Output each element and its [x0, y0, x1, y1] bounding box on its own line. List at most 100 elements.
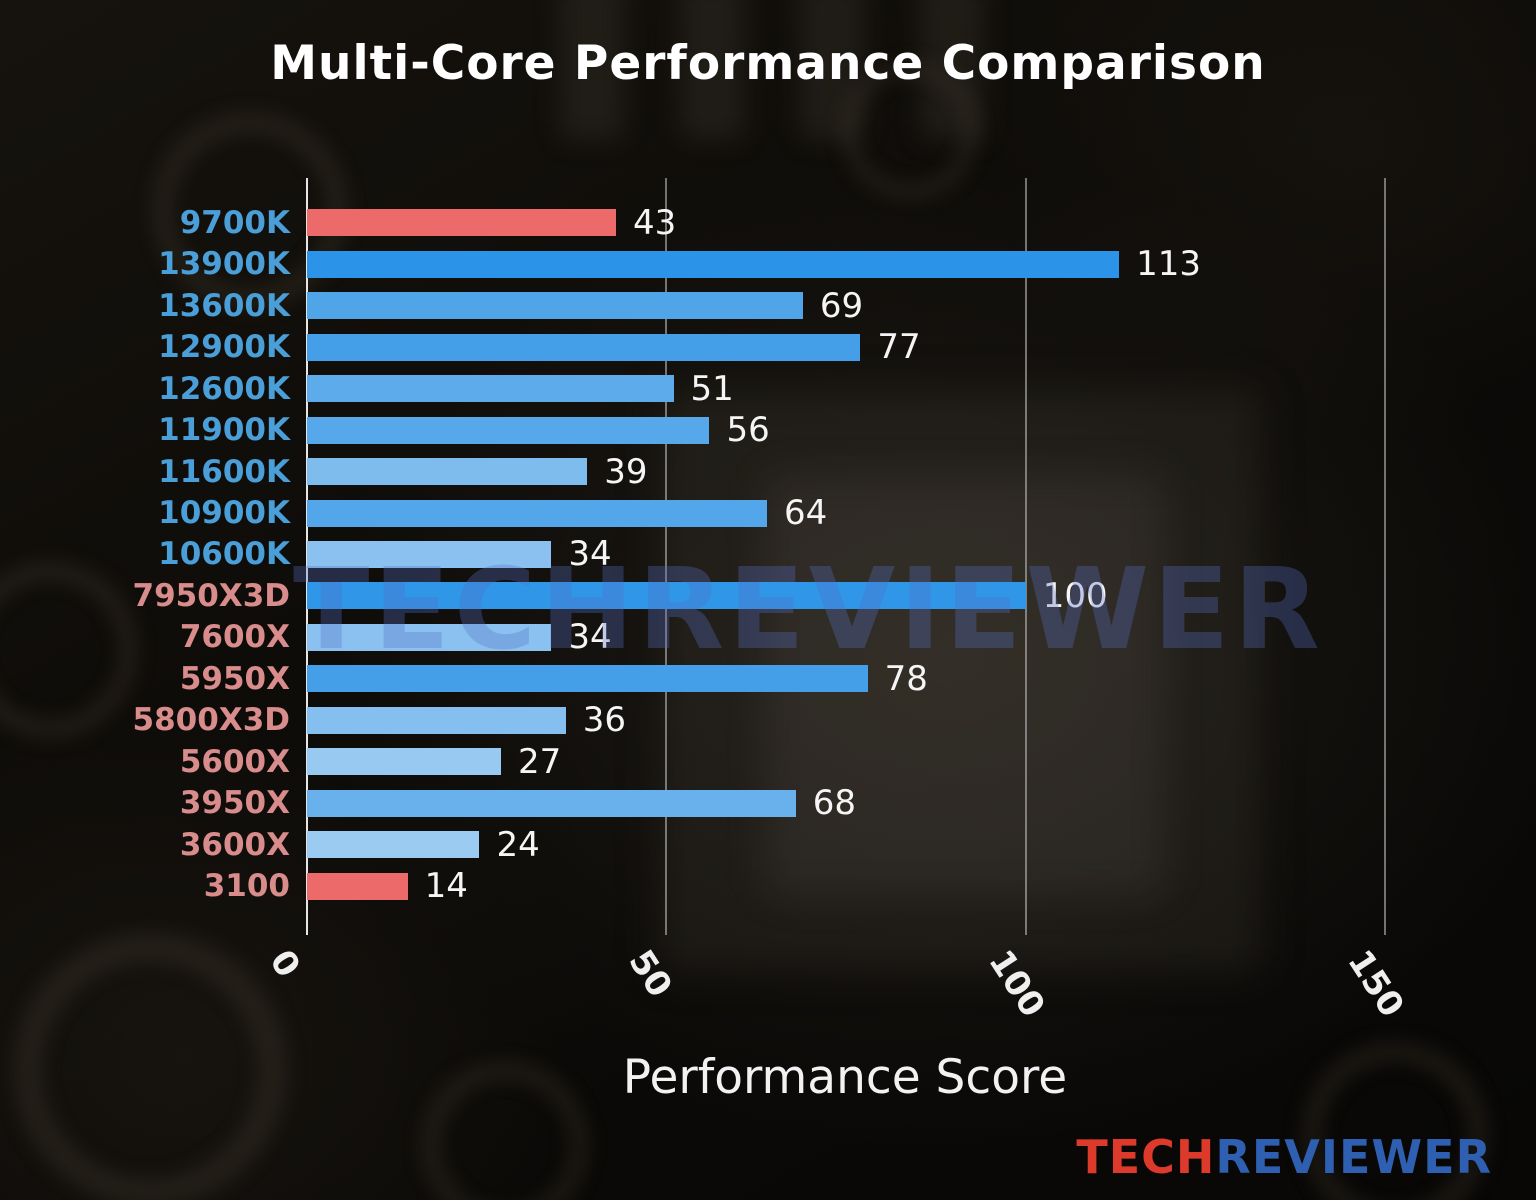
category-label: 9700K	[179, 204, 290, 241]
bar-row: 5800X3D 36	[0, 700, 1490, 741]
value-label: 78	[884, 658, 928, 699]
bar-track: 43	[307, 202, 1490, 243]
bar-track: 51	[307, 368, 1490, 409]
value-label: 43	[633, 202, 677, 243]
category-label: 12900K	[158, 329, 290, 366]
value-label: 34	[568, 534, 612, 575]
chart-title: Multi-Core Performance Comparison	[270, 36, 1266, 91]
bar	[307, 789, 796, 817]
bar-track: 36	[307, 700, 1490, 741]
bar	[307, 706, 566, 734]
x-tick-label: 50	[620, 943, 681, 1005]
brand-logo: TECHREVIEWER	[1076, 1130, 1492, 1184]
brand-tech: TECH	[1076, 1130, 1216, 1184]
bar-track: 56	[307, 409, 1490, 450]
bar	[307, 333, 861, 361]
bar-track: 100	[307, 575, 1490, 616]
bar	[307, 540, 552, 568]
bar-row: 3600X 24	[0, 824, 1490, 865]
bar-track: 14	[307, 866, 1490, 907]
bar	[307, 831, 480, 859]
x-axis-label: Performance Score	[622, 1050, 1068, 1105]
category-label: 12600K	[158, 370, 290, 407]
bar-track: 78	[307, 658, 1490, 699]
value-label: 27	[518, 741, 562, 782]
value-label: 34	[568, 617, 612, 658]
bar	[307, 499, 767, 527]
value-label: 24	[496, 824, 540, 865]
bar-track: 34	[307, 534, 1490, 575]
bar-row: 11600K 39	[0, 451, 1490, 492]
bg-heatsink-fin	[680, 0, 744, 140]
bar	[307, 458, 588, 486]
category-label: 7950X3D	[132, 577, 290, 614]
value-label: 64	[783, 493, 828, 534]
x-tick-label: 150	[1339, 943, 1412, 1025]
category-label: 10900K	[158, 495, 290, 532]
bar-row: 7600X 34	[0, 617, 1490, 658]
value-label: 69	[819, 285, 864, 326]
bar-row: 5600X 27	[0, 741, 1490, 782]
bar-row: 11900K 56	[0, 409, 1490, 450]
bar-row: 12600K 51	[0, 368, 1490, 409]
bar-track: 77	[307, 326, 1490, 367]
x-tick-label: 100	[980, 943, 1053, 1025]
bar	[307, 416, 710, 444]
value-label: 39	[604, 451, 648, 492]
bg-heatsink-fin	[800, 0, 864, 140]
category-label: 10600K	[158, 536, 290, 573]
value-label: 56	[726, 410, 770, 451]
bar-track: 113	[307, 243, 1490, 284]
x-axis-ticks: 0 50 100 150	[261, 935, 1490, 1065]
bar	[307, 582, 1026, 610]
category-label: 3600X	[179, 826, 290, 863]
bg-blob	[420, 1060, 590, 1200]
gridline	[1024, 178, 1027, 935]
brand-reviewer: REVIEWER	[1215, 1130, 1492, 1184]
bar-row: 13900K 113	[0, 243, 1490, 284]
value-label: 36	[582, 700, 626, 741]
bar	[307, 665, 868, 693]
bar	[307, 209, 617, 237]
category-label: 13900K	[158, 246, 290, 283]
bar	[307, 375, 674, 403]
bar-row: 13600K 69	[0, 285, 1490, 326]
bar-track: 69	[307, 285, 1490, 326]
gridline	[665, 178, 668, 935]
category-label: 11600K	[158, 453, 290, 490]
bar	[307, 292, 803, 320]
bar-row: 3950X 68	[0, 783, 1490, 824]
bar-row: 10900K 64	[0, 492, 1490, 533]
value-label: 51	[690, 368, 734, 409]
gridline	[1384, 178, 1387, 935]
bar-row: 12900K 77	[0, 326, 1490, 367]
category-label: 3950X	[179, 785, 290, 822]
value-label: 14	[424, 866, 468, 907]
bar-track: 34	[307, 617, 1490, 658]
bg-heatsink-fin	[560, 0, 624, 140]
category-label: 5800X3D	[132, 702, 290, 739]
bar-row: 7950X3D 100	[0, 575, 1490, 616]
value-label: 100	[1042, 575, 1108, 616]
bg-blob	[840, 60, 980, 200]
bar-row: 10600K 34	[0, 534, 1490, 575]
value-label: 113	[1136, 244, 1202, 285]
bg-heatsink-fin	[920, 0, 984, 140]
bar-track: 64	[307, 492, 1490, 533]
bar	[307, 748, 502, 776]
bar	[307, 872, 408, 900]
bar-track: 39	[307, 451, 1490, 492]
bar-row: 5950X 78	[0, 658, 1490, 699]
bg-blob	[10, 930, 290, 1200]
bar-track: 24	[307, 824, 1490, 865]
bar-rows: 9700K 43 13900K 113 13600K 69 12900K 77 12600K 51…	[0, 178, 1490, 935]
bar	[307, 250, 1120, 278]
bar-row: 9700K 43	[0, 202, 1490, 243]
bg-blob	[0, 560, 140, 740]
category-label: 3100	[203, 868, 290, 905]
bar-track: 27	[307, 741, 1490, 782]
bar-row: 3100 14	[0, 866, 1490, 907]
category-label: 11900K	[158, 412, 290, 449]
